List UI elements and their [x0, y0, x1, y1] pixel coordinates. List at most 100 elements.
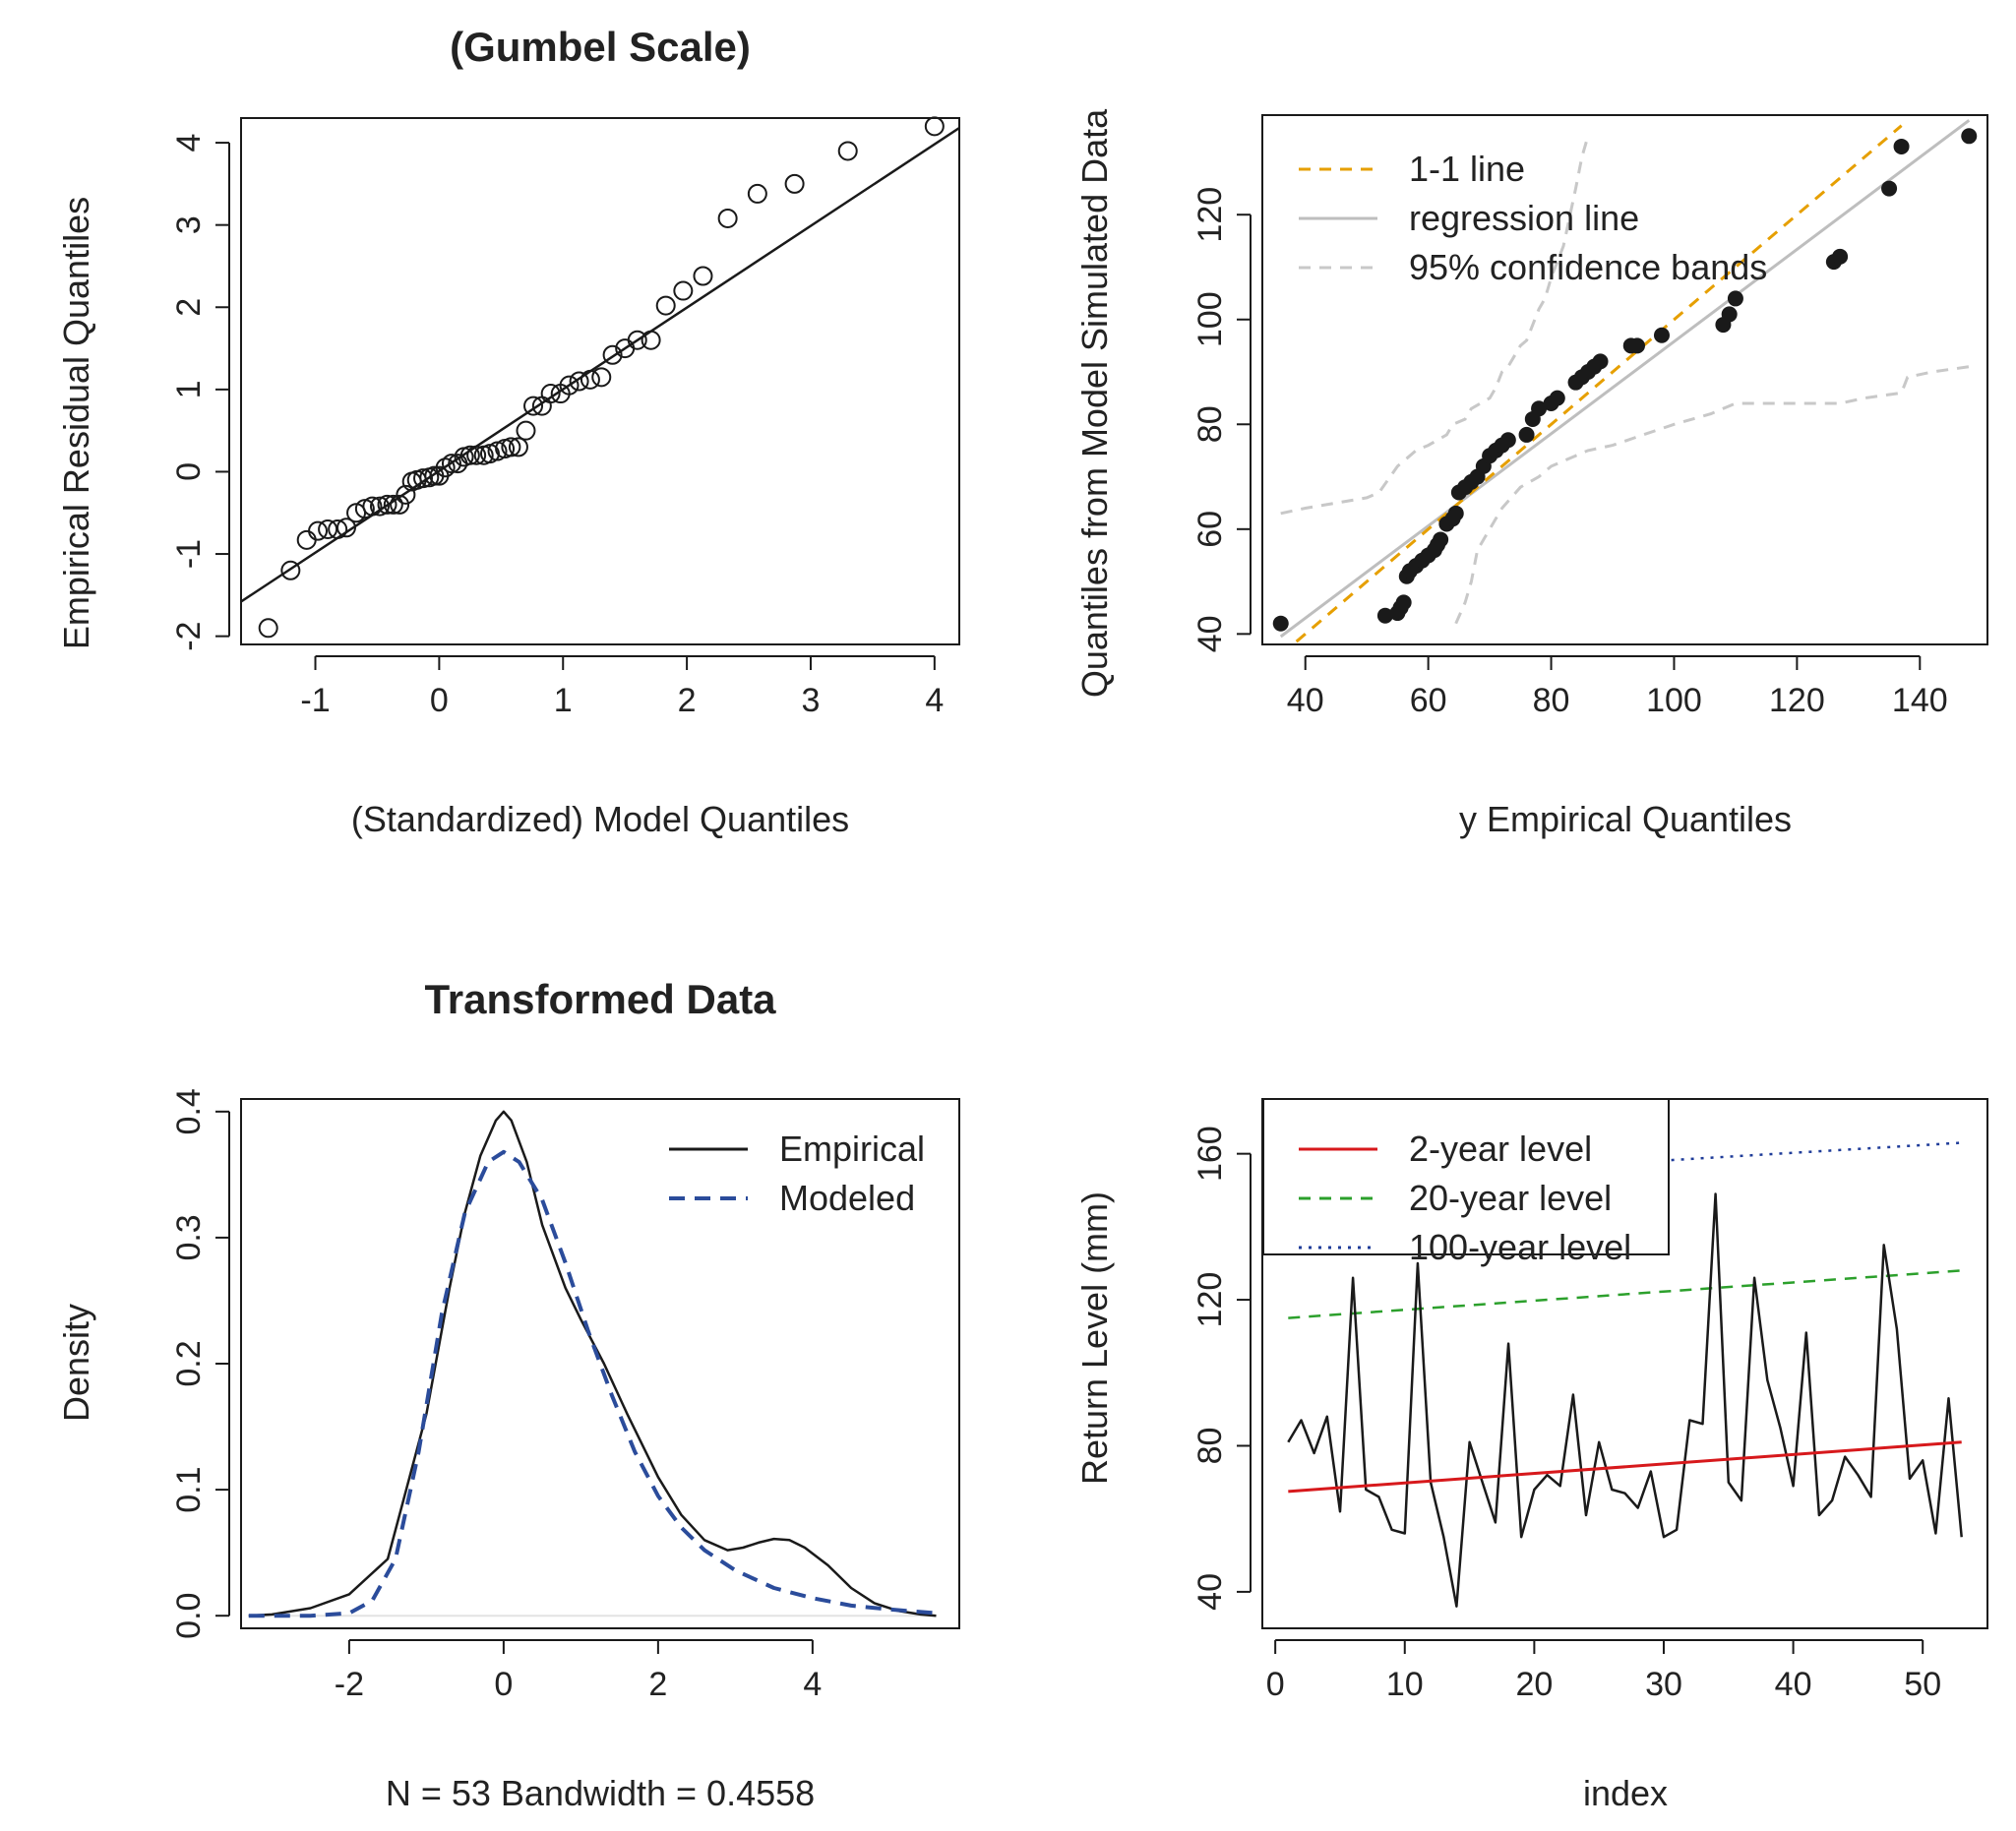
p2-data-point [1531, 400, 1548, 417]
p2-y-tick-label: 60 [1191, 511, 1229, 548]
panel-4-legend: 2-year level 20-year level 100-year leve… [1262, 1098, 1670, 1267]
p1-data-point [580, 369, 600, 390]
panel-2-plot-area: 40 60 80 100 120 140 40 60 80 100 120 [1191, 114, 1988, 719]
p1-data-point [459, 445, 480, 465]
legend-regression-label: regression line [1409, 198, 1639, 238]
p1-x-tick-label: 0 [430, 682, 449, 719]
p3-modeled-density-line [248, 1149, 937, 1618]
panel-1-xlabel: (Standardized) Model Quantiles [351, 799, 849, 839]
panel-4-xlabel: index [1583, 1773, 1668, 1813]
p2-data-point [1832, 248, 1849, 265]
p1-y-tick-label: -1 [170, 539, 208, 569]
legend-2-year-label: 2-year level [1409, 1129, 1592, 1169]
legend-1-1-line-label: 1-1 line [1409, 149, 1525, 189]
panel-1-ylabel: Empirical Residual Quantiles [56, 197, 96, 649]
p1-y-tick-label: 3 [170, 215, 208, 234]
p1-data-point [280, 560, 301, 580]
panel-3-plot-area: -2 0 2 4 0.0 0.1 0.2 0.3 0.4 [170, 1088, 960, 1703]
p1-frame [240, 117, 960, 645]
p1-data-point [641, 330, 661, 350]
p1-data-point [377, 494, 397, 515]
panel-2-ylabel: Quantiles from Model Simulated Data [1074, 108, 1115, 698]
p4-y-tick-label: 40 [1191, 1573, 1229, 1611]
legend-empirical-label: Empirical [779, 1129, 925, 1169]
p2-data-point [1499, 432, 1516, 449]
p4-2-year-level-line [1288, 1440, 1962, 1494]
p4-x-tick-label: 20 [1515, 1666, 1553, 1703]
p1-data-point [336, 518, 356, 538]
p1-data-point [501, 437, 521, 458]
p2-y-tick-label: 40 [1191, 615, 1229, 652]
p1-data-point [318, 519, 338, 539]
p2-data-point [1653, 327, 1670, 343]
p2-data-point [1727, 290, 1743, 307]
p1-data-point [362, 496, 383, 517]
p2-y-tick-label: 120 [1191, 187, 1229, 243]
p2-data-point [1549, 390, 1565, 406]
p1-data-point [435, 458, 456, 478]
p3-y-tick-label: 0.4 [170, 1088, 208, 1134]
p2-y-tick-label: 100 [1191, 291, 1229, 347]
panel-1-title: (Gumbel Scale) [450, 24, 751, 70]
p2-frame [1261, 114, 1988, 645]
legend-100-year-label: 100-year level [1409, 1227, 1631, 1267]
p1-data-point [784, 173, 805, 194]
p4-x-tick-label: 30 [1645, 1666, 1682, 1703]
p2-data-point [1447, 505, 1464, 521]
p2-data-point [1376, 607, 1393, 624]
p1-data-point [441, 454, 461, 474]
panel-2-xlabel: y Empirical Quantiles [1459, 799, 1792, 839]
p1-x-tick-label: 2 [678, 682, 697, 719]
p2-x-tick-label: 100 [1646, 682, 1702, 719]
p1-data-point [258, 618, 278, 639]
p1-data-point [673, 280, 694, 301]
p3-x-tick-label: 0 [494, 1666, 513, 1703]
p1-y-tick-label: 4 [170, 134, 208, 153]
p1-data-point [559, 375, 580, 396]
panel-4-plot-area: 0 10 20 30 40 50 40 80 120 160 [1191, 1098, 1988, 1703]
legend-bands-label: 95% confidence bands [1409, 247, 1767, 287]
legend-20-year-label: 20-year level [1409, 1178, 1612, 1218]
p1-x-tick-label: 3 [802, 682, 821, 719]
p2-data-point [1881, 180, 1898, 197]
p1-data-point [390, 494, 410, 515]
p1-y-tick-label: 2 [170, 298, 208, 317]
p1-y-tick-label: 0 [170, 462, 208, 481]
p2-x-tick-label: 60 [1410, 682, 1447, 719]
p1-data-point [540, 384, 561, 404]
p4-x-tick-label: 50 [1904, 1666, 1941, 1703]
p2-regression-line [1279, 119, 1971, 639]
p1-data-point [466, 445, 487, 465]
p1-x-tick-label: -1 [300, 682, 330, 719]
p1-data-point [627, 330, 647, 350]
p3-y-tick-label: 0.2 [170, 1340, 208, 1386]
p1-data-point [296, 529, 317, 550]
p4-x-tick-label: 10 [1386, 1666, 1424, 1703]
p2-x-tick-label: 140 [1892, 682, 1948, 719]
p2-x-tick-label: 40 [1287, 682, 1324, 719]
p4-observed-series-line [1287, 1192, 1963, 1608]
p2-y-tick-label: 80 [1191, 405, 1229, 443]
panel-simulated-qq: y Empirical Quantiles Quantiles from Mod… [1074, 108, 1988, 839]
p3-frame [240, 1098, 960, 1629]
p2-data-point [1395, 594, 1412, 611]
p2-data-point [1721, 306, 1738, 323]
p3-y-tick-label: 0.0 [170, 1593, 208, 1639]
panel-3-ylabel: Density [56, 1304, 96, 1422]
p3-y-tick-label: 0.3 [170, 1214, 208, 1260]
p1-data-point [508, 437, 528, 458]
panel-3-legend: Empirical Modeled [669, 1129, 925, 1218]
p1-data-point [396, 484, 416, 505]
p1-data-point [747, 183, 767, 204]
p1-y-tick-label: -2 [170, 622, 208, 651]
panel-4-ylabel: Return Level (mm) [1074, 1191, 1115, 1485]
p3-x-tick-label: 2 [648, 1666, 667, 1703]
p4-y-tick-label: 80 [1191, 1428, 1229, 1465]
panel-3-xlabel: N = 53 Bandwidth = 0.4558 [386, 1773, 815, 1813]
p1-data-point [693, 266, 713, 286]
p1-reference-line [241, 126, 959, 603]
panel-4-legend-box [1262, 1098, 1670, 1255]
p1-data-point [383, 494, 403, 515]
p1-x-tick-label: 4 [925, 682, 944, 719]
panel-return-level: index Return Level (mm) 0 10 20 30 40 50 40 80 1… [1074, 1098, 1988, 1813]
